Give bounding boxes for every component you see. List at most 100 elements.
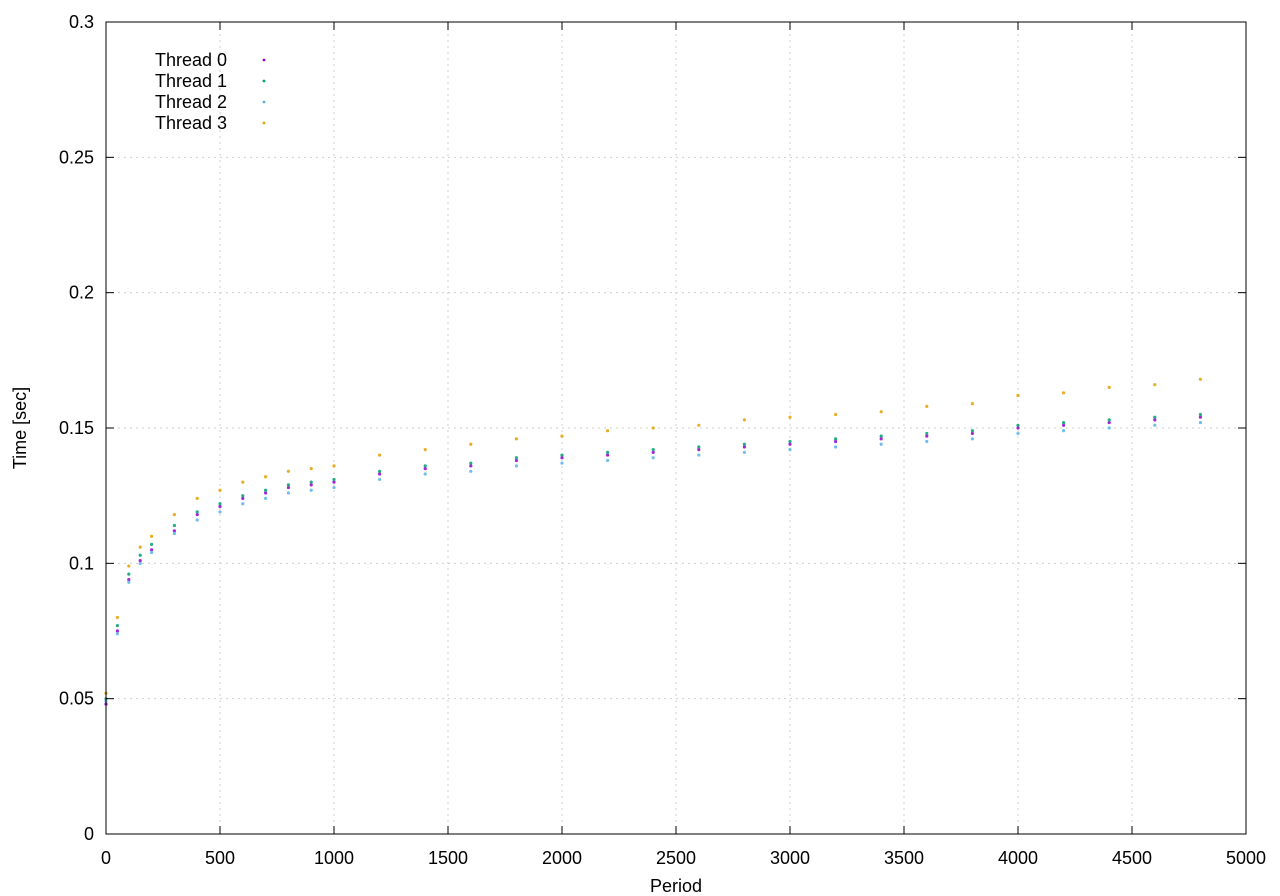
- data-point: [241, 496, 245, 500]
- x-tick-label: 4500: [1112, 848, 1152, 868]
- data-point: [195, 510, 199, 514]
- data-point: [1107, 426, 1111, 430]
- data-point: [264, 496, 268, 500]
- data-point: [1062, 391, 1066, 395]
- data-point: [651, 456, 655, 460]
- x-tick-label: 0: [101, 848, 111, 868]
- y-tick-label: 0.2: [69, 283, 94, 303]
- data-point: [423, 448, 427, 452]
- data-point: [241, 480, 245, 484]
- data-point: [879, 410, 883, 414]
- data-point: [970, 431, 975, 436]
- data-point: [127, 572, 131, 576]
- data-point: [970, 402, 975, 406]
- data-point: [286, 491, 290, 495]
- x-tick-label: 4000: [998, 848, 1038, 868]
- data-point: [514, 437, 519, 441]
- data-point: [560, 453, 564, 457]
- data-point: [1016, 431, 1020, 436]
- data-point: [286, 485, 290, 490]
- data-point: [1016, 393, 1020, 398]
- data-point: [742, 445, 747, 449]
- x-tick-label: 3000: [770, 848, 810, 868]
- data-point: [1153, 418, 1157, 422]
- axis-ticks: [105, 21, 1247, 835]
- data-point: [309, 483, 313, 487]
- data-point: [378, 472, 382, 476]
- data-point: [150, 534, 154, 538]
- data-point: [309, 480, 313, 484]
- data-point: [651, 450, 655, 454]
- data-point: [651, 426, 655, 430]
- data-point: [309, 488, 313, 492]
- data-point: [742, 450, 747, 454]
- data-point: [115, 615, 119, 620]
- data-point: [332, 464, 336, 468]
- data-point: [218, 510, 222, 514]
- data-point: [606, 450, 610, 454]
- x-tick-label: 3500: [884, 848, 924, 868]
- legend-label: Thread 2: [155, 92, 227, 112]
- data-point: [138, 545, 142, 549]
- data-point: [138, 553, 142, 557]
- data-point: [925, 404, 929, 408]
- data-point: [1198, 420, 1202, 425]
- legend-marker: [262, 79, 266, 83]
- data-points: [104, 377, 1202, 706]
- data-point: [834, 437, 838, 441]
- data-point: [264, 491, 268, 495]
- x-tick-label: 2000: [542, 848, 582, 868]
- data-point: [127, 564, 131, 568]
- data-point: [788, 442, 792, 446]
- data-point: [195, 496, 199, 500]
- y-tick-label: 0.05: [59, 689, 94, 709]
- data-point: [651, 448, 655, 452]
- data-point: [834, 412, 838, 417]
- data-point: [560, 461, 564, 465]
- y-tick-labels: 0 0.05 0.1 0.15 0.2 0.25 0.3: [59, 12, 94, 844]
- data-point: [218, 488, 222, 492]
- data-point: [423, 467, 427, 471]
- data-point: [514, 456, 519, 460]
- data-point: [879, 434, 883, 438]
- x-tick-label: 1000: [314, 848, 354, 868]
- data-point: [1062, 420, 1066, 425]
- data-point: [378, 469, 382, 473]
- data-point: [788, 448, 792, 452]
- data-point: [469, 461, 473, 465]
- data-point: [879, 442, 883, 446]
- data-point: [138, 561, 142, 565]
- data-point: [925, 431, 929, 436]
- data-point: [264, 488, 268, 492]
- data-point: [469, 442, 473, 446]
- data-point: [1062, 423, 1066, 427]
- data-point: [606, 429, 610, 433]
- data-point: [1153, 423, 1157, 427]
- data-point: [1062, 429, 1066, 433]
- data-point: [1198, 377, 1202, 381]
- y-tick-label: 0.15: [59, 418, 94, 438]
- data-point: [332, 485, 336, 490]
- legend-marker: [262, 58, 266, 62]
- x-tick-label: 5000: [1226, 848, 1266, 868]
- legend-marker: [262, 121, 266, 125]
- y-tick-label: 0.25: [59, 147, 94, 167]
- data-point: [560, 434, 564, 438]
- y-tick-label: 0: [84, 824, 94, 844]
- data-point: [138, 559, 142, 563]
- data-point: [150, 548, 154, 552]
- data-point: [879, 437, 883, 441]
- legend-marker: [262, 100, 266, 104]
- legend-label: Thread 3: [155, 113, 227, 133]
- data-point: [697, 448, 701, 452]
- data-point: [241, 494, 245, 498]
- series-0: [104, 415, 1202, 706]
- data-point: [514, 458, 519, 463]
- data-point: [514, 464, 519, 468]
- data-point: [286, 469, 290, 473]
- data-point: [378, 477, 382, 482]
- data-point: [834, 445, 838, 449]
- data-point: [1153, 383, 1157, 387]
- data-point: [286, 483, 290, 487]
